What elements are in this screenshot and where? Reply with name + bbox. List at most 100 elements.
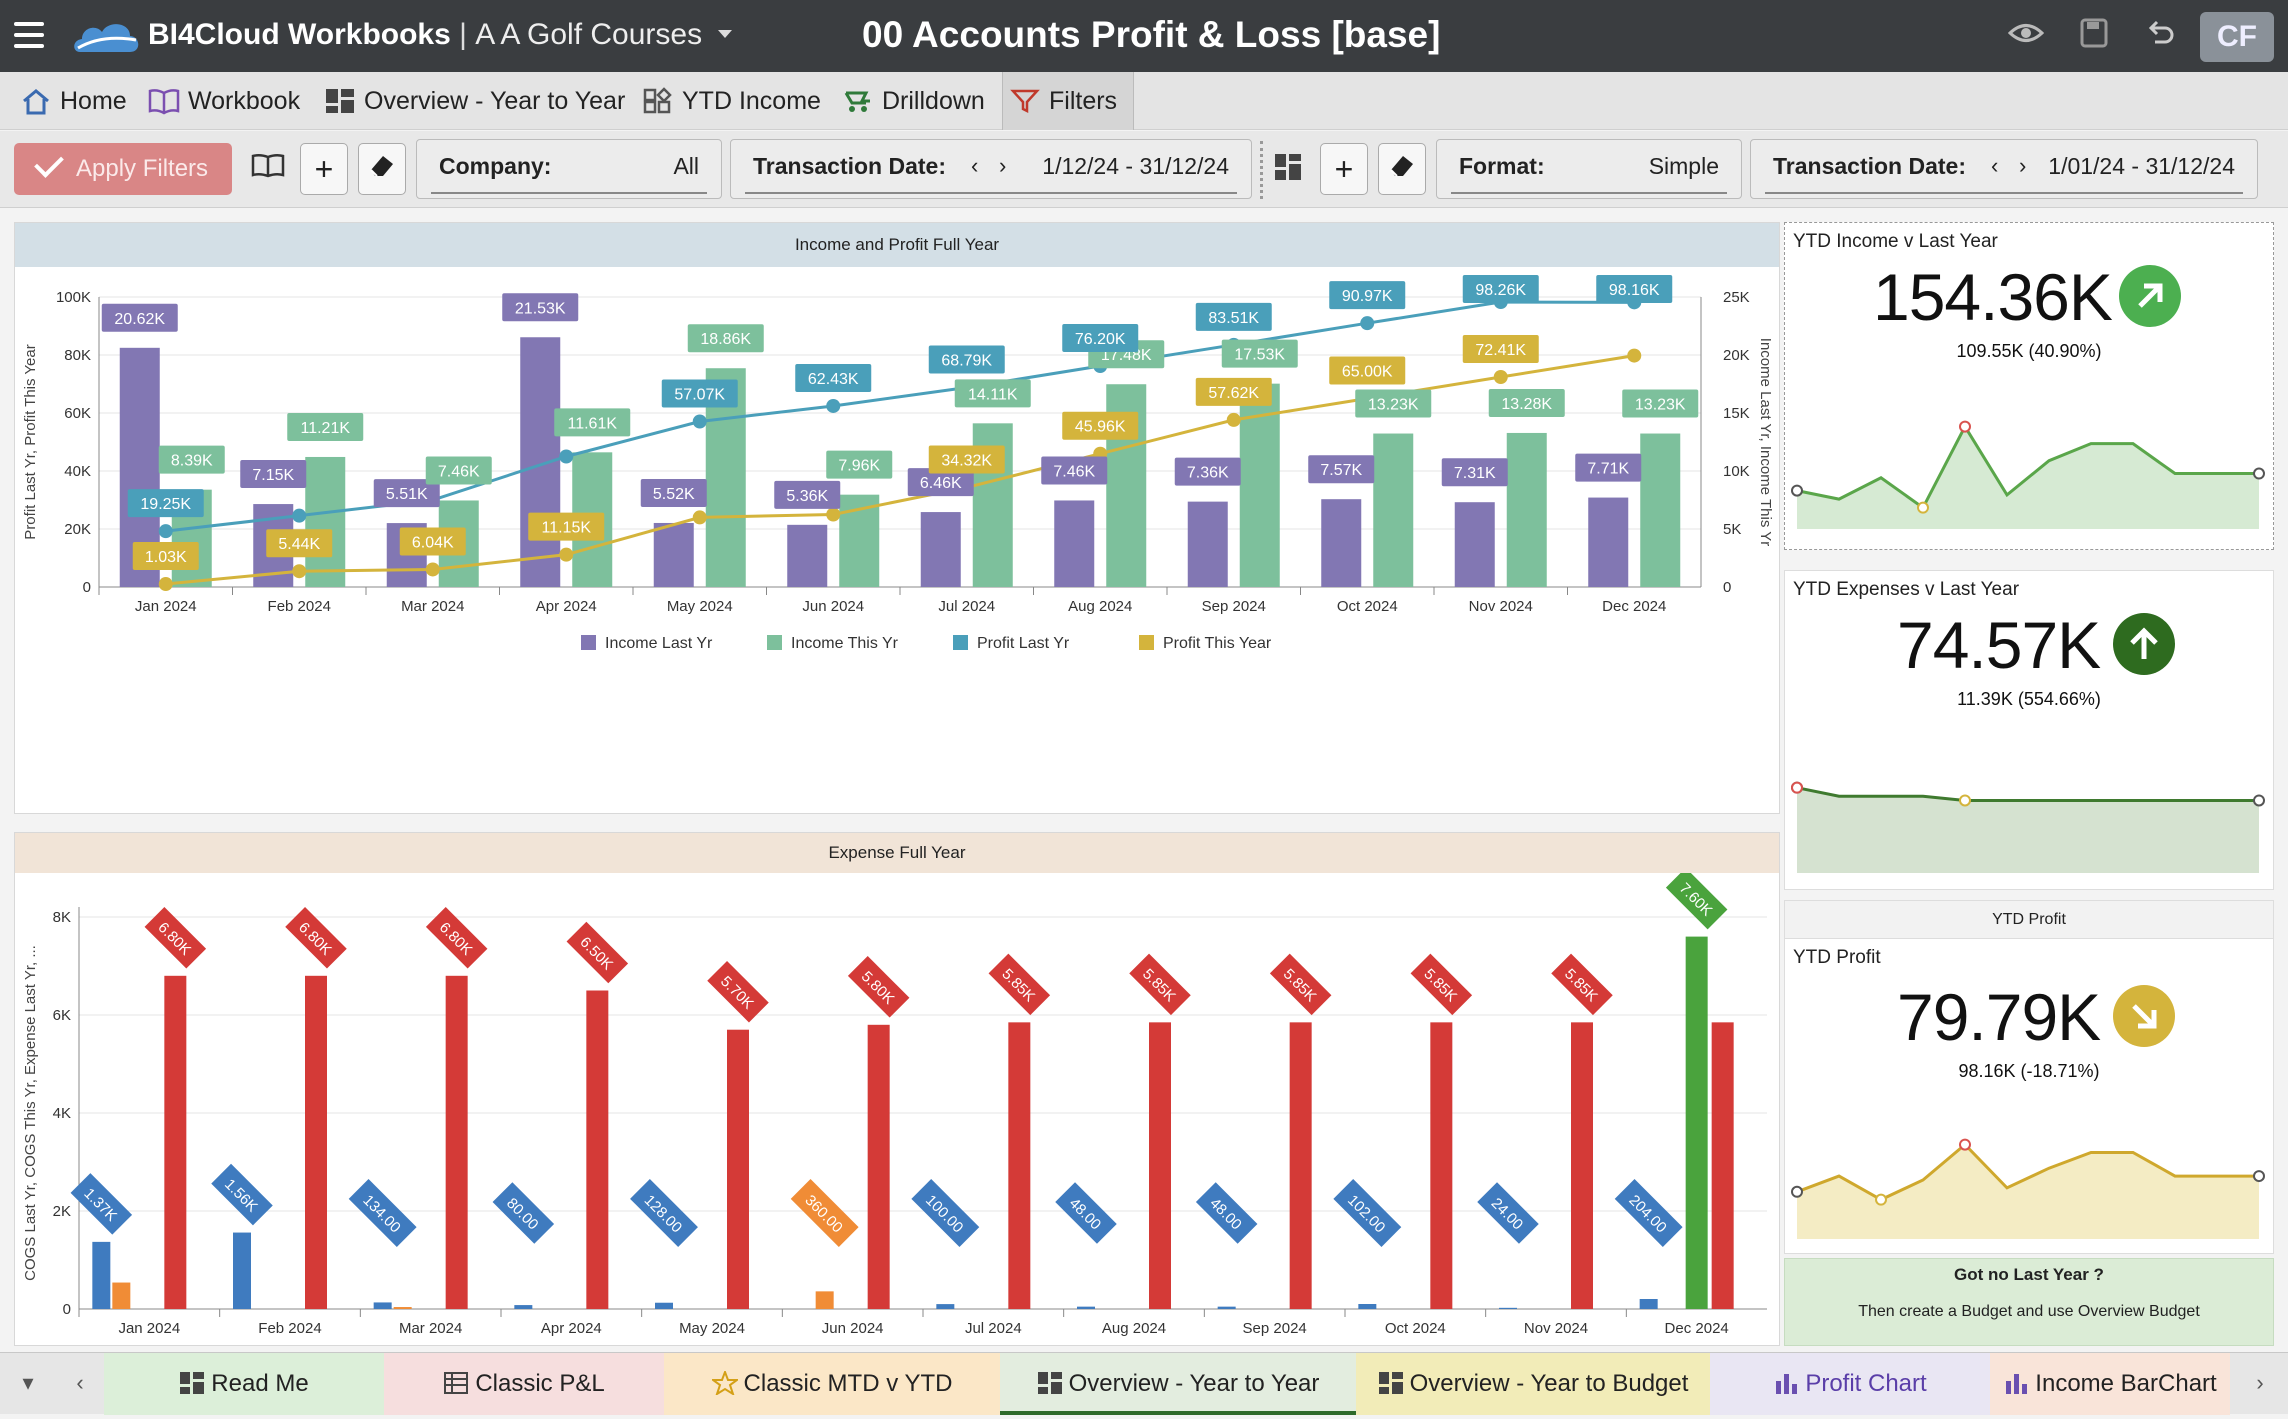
bar-cogs-last-yr <box>514 1305 533 1309</box>
data-label: 7.71K <box>1587 461 1629 478</box>
dashboard-icon[interactable] <box>1274 153 1302 181</box>
data-label-group: 5.85K <box>1269 953 1332 1016</box>
data-label-group: 204.00 <box>1614 1179 1683 1247</box>
apply-filters-label: Apply Filters <box>76 155 209 182</box>
tab-read-me[interactable]: Read Me <box>104 1353 384 1415</box>
point-profit-this-year <box>292 564 307 579</box>
ytd-income-kpi[interactable]: YTD Income v Last Year 154.36K 109.55K (… <box>1784 222 2274 550</box>
book-open-button[interactable] <box>244 143 292 195</box>
company-dropdown-caret-icon[interactable] <box>718 30 732 38</box>
bar-income-this-yr <box>305 456 346 587</box>
y2-tick-label: 5K <box>1723 521 1741 538</box>
dashboard-icon <box>179 1357 205 1394</box>
transaction-date-filter-2[interactable]: Transaction Date: ‹ › 1/01/24 - 31/12/24 <box>1750 139 2258 199</box>
income-profit-chart[interactable]: 0 20K 40K 60K 80K 100K 0 5K 10K 15K 20K 25K Profit L… <box>15 267 1781 813</box>
data-label-group: 360.00 <box>790 1179 859 1247</box>
kpi-value: 154.36K <box>1873 260 2113 334</box>
tab-classic-mtd-v-ytd[interactable]: Classic MTD v YTD <box>664 1353 1000 1415</box>
data-label-group: 128.00 <box>630 1179 698 1247</box>
data-label-bg <box>640 478 707 507</box>
tabs-scroll-left-icon[interactable]: ‹ <box>76 1370 84 1395</box>
x-tick-label: Jan 2024 <box>135 598 197 615</box>
chevron-right-icon[interactable]: › <box>2019 153 2027 178</box>
menu-icon[interactable] <box>14 22 44 50</box>
sparkline-area <box>1797 1144 2259 1239</box>
tabs-menu-chevron-down-icon[interactable]: ▾ <box>22 1370 34 1395</box>
tabs-scroll-right-icon[interactable]: › <box>2256 1370 2264 1395</box>
bar-income-last-yr <box>520 337 561 587</box>
bar-expense-last-yr <box>1685 936 1708 1309</box>
clear-filter-button[interactable] <box>358 143 406 195</box>
sparkline-max-point <box>1959 420 1971 433</box>
add-filter-button[interactable]: + <box>300 143 348 195</box>
bar-income-last-yr <box>653 522 694 587</box>
y-tick-label: 20K <box>64 521 91 538</box>
point-profit-last-yr <box>1360 316 1375 331</box>
data-label-group: 5.70K <box>707 960 769 1023</box>
data-label-bg <box>1041 456 1108 485</box>
ytd-profit-kpi[interactable]: YTD Profit YTD Profit 79.79K 98.16K (-18… <box>1784 900 2274 1254</box>
nav-drilldown[interactable]: Drilldown <box>836 72 1004 130</box>
point-profit-last-yr <box>559 449 574 464</box>
user-avatar[interactable]: CF <box>2200 12 2274 62</box>
save-icon[interactable] <box>2074 18 2114 54</box>
tab-overview-year-to-year[interactable]: Overview - Year to Year <box>1000 1353 1356 1415</box>
tab-income-barchart[interactable]: Income BarChart <box>1990 1353 2230 1415</box>
eye-icon[interactable] <box>2006 18 2046 54</box>
nav-label: Home <box>60 87 127 115</box>
dashboard-icon <box>1378 1357 1404 1394</box>
data-label: 7.31K <box>1454 465 1496 482</box>
data-label: 18.86K <box>700 331 751 348</box>
brand-title[interactable]: BI4Cloud Workbooks | A A Golf Courses <box>148 18 703 51</box>
data-label-bg <box>158 445 225 474</box>
x-tick-label: Nov 2024 <box>1469 598 1533 615</box>
nav-home[interactable]: Home <box>14 72 142 130</box>
kpi-sub: 11.39K (554.66%) <box>1957 689 2101 709</box>
legend-label: Profit Last Yr <box>977 635 1070 652</box>
undo-icon[interactable] <box>2140 18 2180 54</box>
nav-overview-year-to-year[interactable]: Overview - Year to Year <box>318 72 638 130</box>
data-label: 45.96K <box>1075 419 1126 436</box>
bar-income-this-yr <box>1506 432 1547 587</box>
drilldown-icon <box>844 91 870 112</box>
format-filter[interactable]: Format: Simple <box>1436 139 1742 199</box>
tab-label: Overview - Year to Budget <box>1409 1370 1689 1397</box>
data-label-bg <box>1062 324 1139 353</box>
arrow-up-right-icon <box>2119 265 2181 327</box>
point-profit-this-year <box>1493 370 1508 385</box>
clear-filter-button-2[interactable] <box>1378 143 1426 195</box>
filter-toolbar: Apply Filters + Company: All Transaction … <box>0 131 2288 208</box>
nav-filters[interactable]: Filters <box>1002 72 1134 130</box>
data-label-bg <box>1308 455 1375 484</box>
y-tick-label: 0 <box>83 579 91 596</box>
bar-expense-this-yr <box>1711 1022 1734 1309</box>
bar-cogs-last-yr <box>1217 1306 1236 1309</box>
data-label: 68.79K <box>941 353 992 370</box>
tab-classic-p-l[interactable]: Classic P&L <box>384 1353 664 1415</box>
company-filter[interactable]: Company: All <box>416 139 722 199</box>
chevron-right-icon[interactable]: › <box>999 153 1007 178</box>
expense-chart[interactable]: 0 2K 4K 6K 8K COGS Last Yr, COGS This Yr, Exp… <box>15 873 1781 1345</box>
chevron-left-icon[interactable]: ‹ <box>971 153 979 178</box>
eraser-icon <box>370 156 393 177</box>
legend-swatch <box>953 635 968 650</box>
data-label: 7.15K <box>252 467 294 484</box>
nav-ytd-income[interactable]: YTD Income <box>636 72 824 130</box>
transaction-date-filter[interactable]: Transaction Date: ‹ › 1/12/24 - 31/12/24 <box>730 139 1252 199</box>
sparkline-end-point <box>2253 794 2265 807</box>
bar-expense-this-yr <box>164 975 187 1309</box>
apply-filters-button[interactable]: Apply Filters <box>14 143 232 195</box>
data-label-bg <box>907 468 974 497</box>
data-label-bg <box>954 379 1031 408</box>
chevron-left-icon[interactable]: ‹ <box>1991 153 1999 178</box>
tab-profit-chart[interactable]: Profit Chart <box>1710 1353 1990 1415</box>
expenses-sparkline <box>1791 781 2265 873</box>
data-label: 76.20K <box>1075 331 1126 348</box>
ytd-expenses-kpi[interactable]: YTD Expenses v Last Year 74.57K 11.39K (… <box>1784 570 2274 890</box>
add-filter-button-2[interactable]: + <box>1320 143 1368 195</box>
budget-promo[interactable]: Got no Last Year ? Then create a Budget … <box>1784 1258 2274 1346</box>
nav-workbook[interactable]: Workbook <box>142 72 312 130</box>
nav-label: Filters <box>1049 87 1118 115</box>
x-tick-label: Apr 2024 <box>536 598 597 615</box>
tab-overview-year-to-budget[interactable]: Overview - Year to Budget <box>1356 1353 1710 1415</box>
